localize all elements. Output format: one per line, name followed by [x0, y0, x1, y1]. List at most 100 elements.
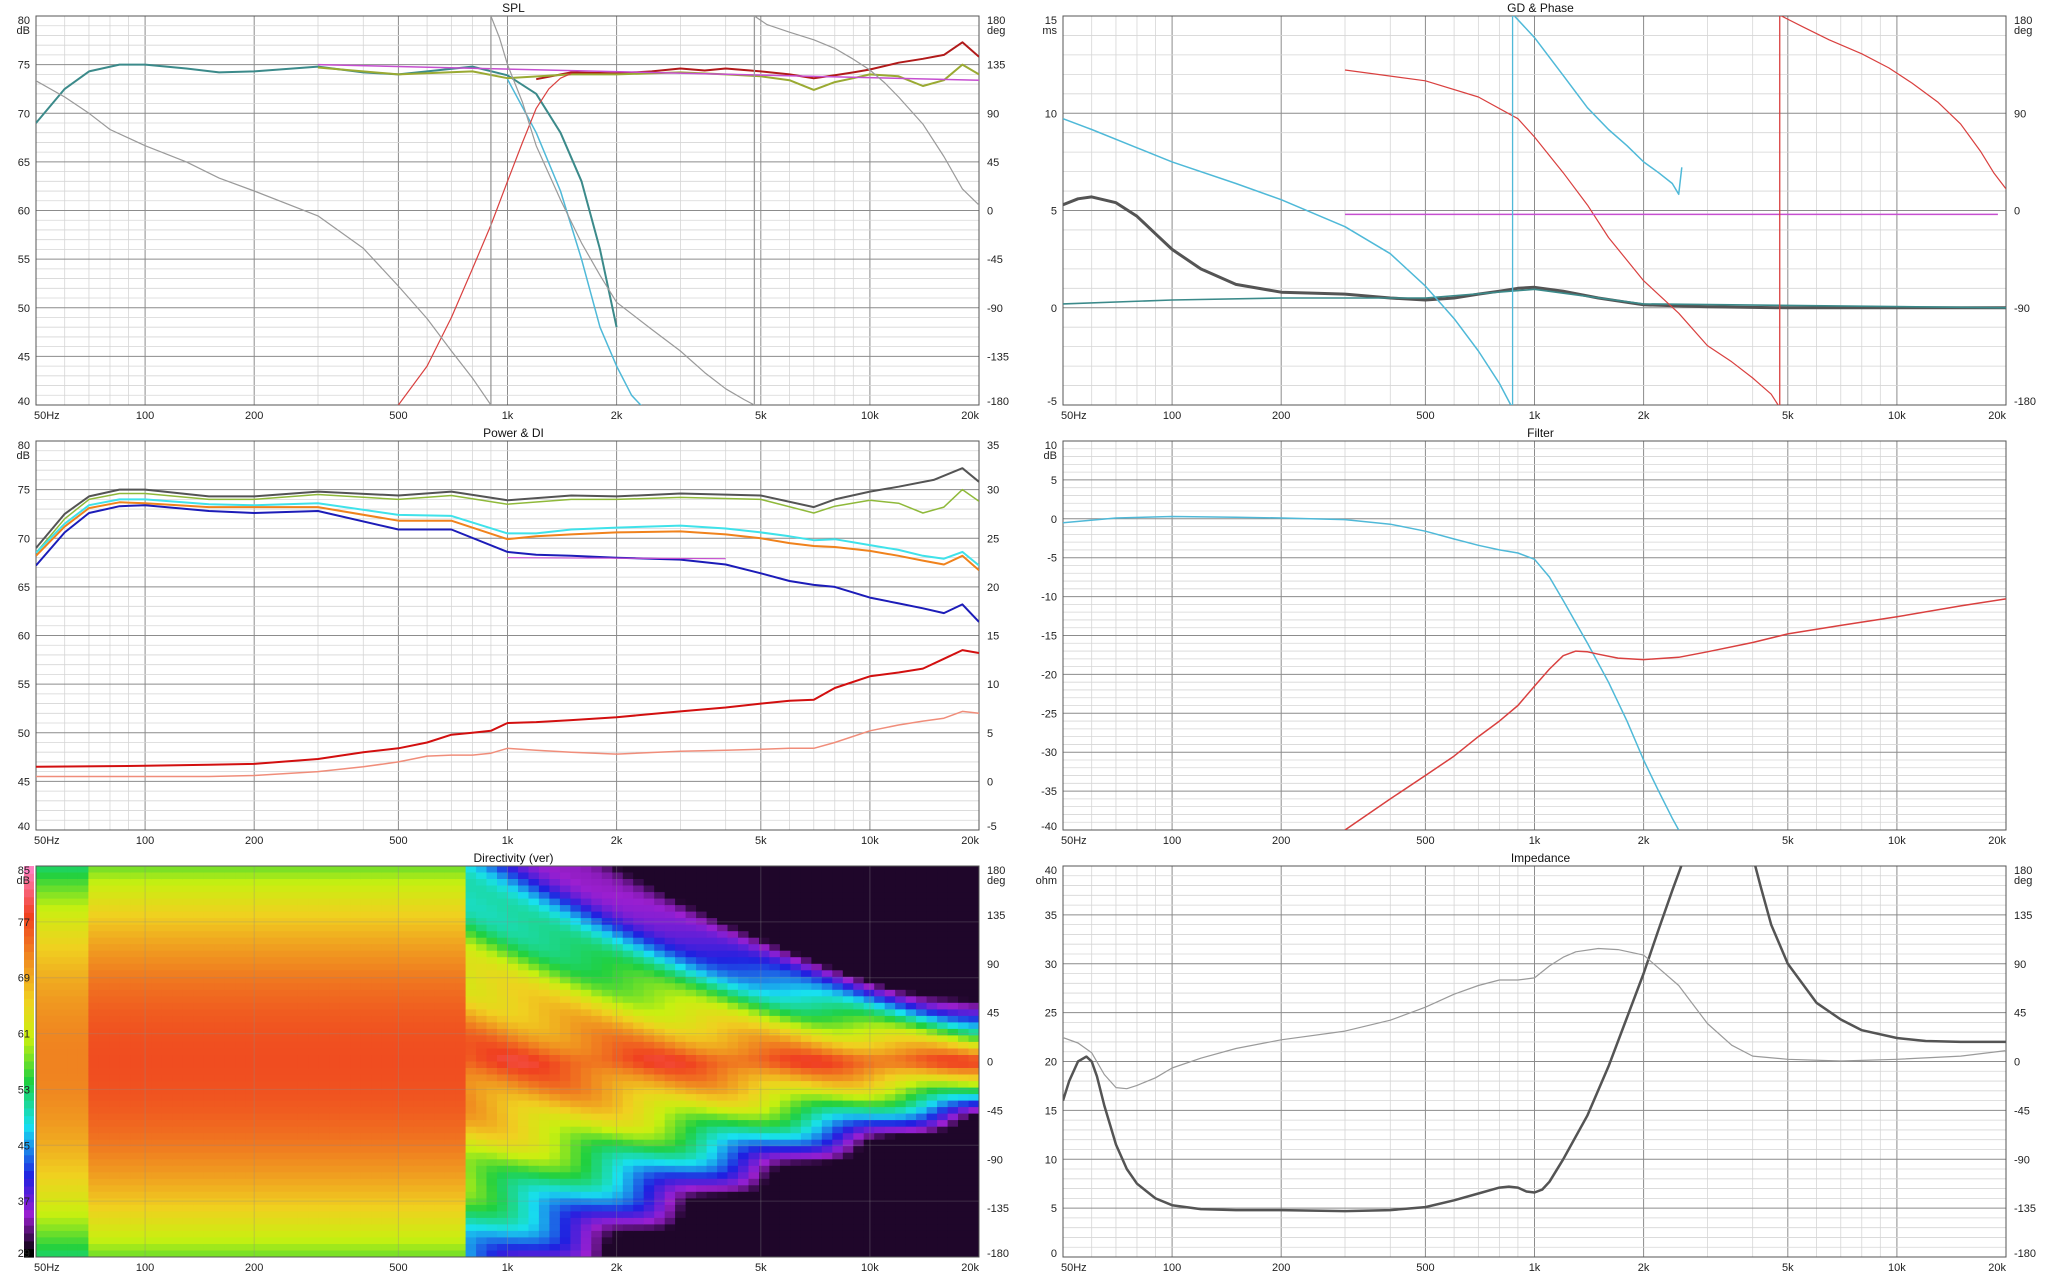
x-tick-label: 200	[1272, 835, 1290, 847]
directivity-cell	[476, 1015, 488, 1023]
directivity-cell	[570, 1191, 582, 1199]
directivity-cell	[580, 1113, 592, 1121]
directivity-cell	[444, 1035, 456, 1043]
directivity-cell	[549, 957, 561, 965]
directivity-cell	[151, 1113, 163, 1121]
directivity-cell	[538, 879, 550, 887]
directivity-cell	[591, 996, 603, 1004]
directivity-cell	[675, 1126, 687, 1134]
directivity-cell	[193, 1126, 205, 1134]
directivity-cell	[329, 866, 341, 874]
spl-series-line-1	[506, 78, 642, 405]
directivity-cell	[67, 1061, 79, 1069]
directivity-cell	[109, 983, 121, 991]
directivity-cell	[476, 989, 488, 997]
directivity-cell	[727, 1250, 739, 1257]
y2-tick-label: -5	[987, 821, 997, 833]
directivity-cell	[371, 1113, 383, 1121]
directivity-cell	[339, 970, 351, 978]
directivity-cell	[402, 1028, 414, 1036]
directivity-cell	[832, 892, 844, 900]
directivity-cell	[308, 1087, 320, 1095]
directivity-cell	[77, 1028, 89, 1036]
directivity-cell	[790, 1113, 802, 1121]
directivity-cell	[434, 898, 446, 906]
directivity-cell	[161, 1041, 173, 1049]
directivity-cell	[538, 983, 550, 991]
directivity-cell	[214, 970, 226, 978]
directivity-cell	[360, 1230, 372, 1238]
directivity-cell	[591, 1178, 603, 1186]
directivity-cell	[256, 1022, 268, 1030]
directivity-cell	[570, 1165, 582, 1173]
directivity-cell	[318, 872, 330, 880]
directivity-cell	[308, 1224, 320, 1232]
directivity-cell	[465, 1178, 477, 1186]
directivity-cell	[182, 1211, 194, 1219]
directivity-cell	[486, 1198, 498, 1206]
directivity-cell	[759, 1198, 771, 1206]
directivity-cell	[161, 898, 173, 906]
directivity-cell	[717, 937, 729, 945]
directivity-cell	[318, 885, 330, 893]
directivity-cell	[444, 866, 456, 874]
directivity-cell	[444, 1237, 456, 1245]
directivity-cell	[77, 989, 89, 997]
directivity-cell	[790, 879, 802, 887]
directivity-cell	[172, 866, 184, 874]
directivity-cell	[161, 1100, 173, 1108]
directivity-cell	[717, 1191, 729, 1199]
directivity-cell	[109, 963, 121, 971]
directivity-cell	[297, 1139, 309, 1147]
directivity-cell	[36, 1224, 48, 1232]
directivity-cell	[622, 1204, 634, 1212]
directivity-cell	[182, 989, 194, 997]
filter-series-line-1	[1344, 598, 2006, 830]
directivity-cell	[821, 1100, 833, 1108]
directivity-cell	[790, 931, 802, 939]
directivity-cell	[664, 1133, 676, 1141]
directivity-cell	[580, 1198, 592, 1206]
directivity-cell	[46, 931, 58, 939]
y2-tick-label: 0	[987, 776, 993, 788]
directivity-cell	[119, 885, 131, 893]
directivity-cell	[570, 1041, 582, 1049]
directivity-cell	[685, 1061, 697, 1069]
directivity-cell	[119, 1159, 131, 1167]
directivity-cell	[696, 1120, 708, 1128]
directivity-cell	[381, 983, 393, 991]
directivity-cell	[371, 911, 383, 919]
directivity-cell	[696, 1198, 708, 1206]
directivity-cell	[256, 1074, 268, 1082]
directivity-cell	[130, 1198, 142, 1206]
directivity-cell	[528, 905, 540, 913]
directivity-cell	[591, 1107, 603, 1115]
directivity-cell	[46, 879, 58, 887]
directivity-cell	[455, 996, 467, 1004]
directivity-cell	[633, 983, 645, 991]
directivity-cell	[538, 1139, 550, 1147]
directivity-cell	[235, 1028, 247, 1036]
directivity-cell	[811, 892, 823, 900]
directivity-cell	[685, 1068, 697, 1076]
directivity-cell	[339, 1172, 351, 1180]
directivity-cell	[622, 1009, 634, 1017]
directivity-cell	[381, 1126, 393, 1134]
directivity-cell	[486, 1204, 498, 1212]
directivity-cell	[360, 885, 372, 893]
directivity-cell	[538, 996, 550, 1004]
directivity-cell	[612, 879, 624, 887]
directivity-cell	[130, 937, 142, 945]
directivity-cell	[434, 1022, 446, 1030]
directivity-cell	[696, 1230, 708, 1238]
directivity-cell	[256, 1094, 268, 1102]
directivity-cell	[57, 905, 69, 913]
directivity-cell	[759, 911, 771, 919]
directivity-cell	[402, 1048, 414, 1056]
directivity-cell	[664, 1139, 676, 1147]
directivity-cell	[455, 1035, 467, 1043]
directivity-cell	[360, 1178, 372, 1186]
directivity-cell	[622, 970, 634, 978]
directivity-cell	[507, 950, 519, 958]
directivity-cell	[109, 1250, 121, 1257]
